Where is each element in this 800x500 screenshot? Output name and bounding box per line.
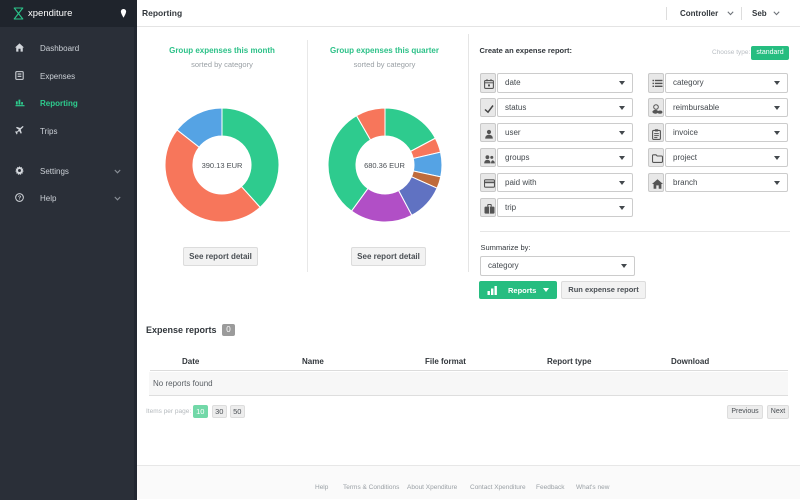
svg-text:?: ?: [18, 195, 22, 201]
